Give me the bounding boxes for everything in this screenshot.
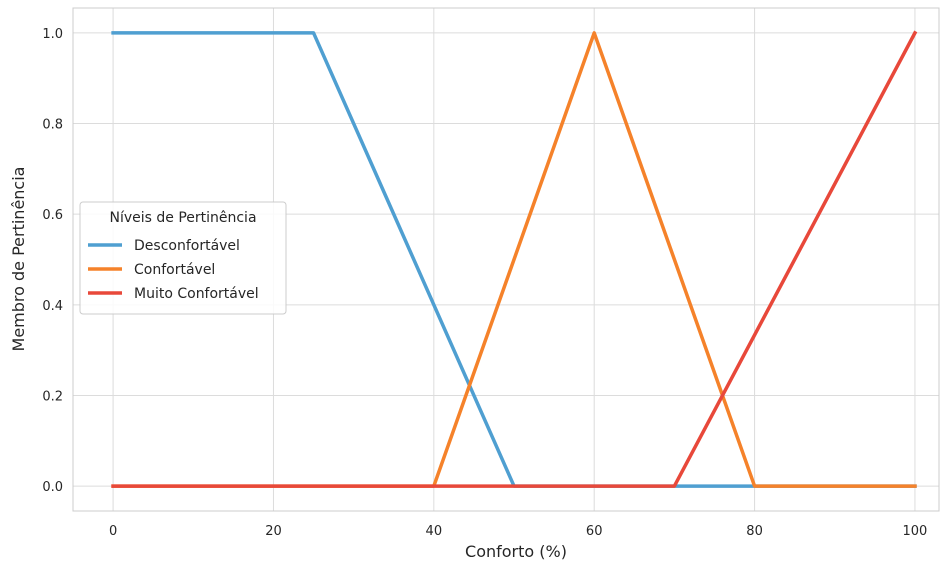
x-tick-labels: 0 20 40 60 80 100: [109, 524, 927, 539]
y-tick-label: 0.0: [42, 480, 63, 495]
x-tick-label: 100: [903, 524, 928, 539]
x-axis-title: Conforto (%): [465, 542, 567, 561]
legend-entries: Desconfortável Confortável Muito Confortáv…: [88, 238, 259, 302]
legend-label: Desconfortável: [134, 238, 240, 254]
x-tick-label: 80: [746, 524, 763, 539]
series-line-muito-confortável: [111, 30, 918, 488]
series-layer: [111, 30, 918, 488]
x-tick-label: 20: [265, 524, 282, 539]
y-tick-label: 1.0: [42, 27, 63, 42]
y-tick-labels: 0.0 0.2 0.4 0.6 0.8 1.0: [42, 27, 63, 495]
x-tick-label: 0: [109, 524, 117, 539]
legend-title: Níveis de Pertinência: [109, 210, 256, 226]
y-axis-title: Membro de Pertinência: [9, 167, 28, 352]
y-tick-label: 0.8: [42, 118, 63, 133]
y-tick-label: 0.2: [42, 389, 63, 404]
x-tick-label: 60: [586, 524, 603, 539]
plot-frame: [72, 7, 940, 512]
legend-frame: [79, 201, 287, 315]
y-tick-label: 0.4: [42, 299, 63, 314]
legend: Níveis de Pertinência Desconfortável Conf…: [79, 201, 287, 315]
y-tick-label: 0.6: [42, 208, 63, 223]
legend-label: Confortável: [134, 262, 215, 278]
legend-label: Muito Confortável: [134, 286, 259, 302]
x-tick-label: 40: [426, 524, 443, 539]
